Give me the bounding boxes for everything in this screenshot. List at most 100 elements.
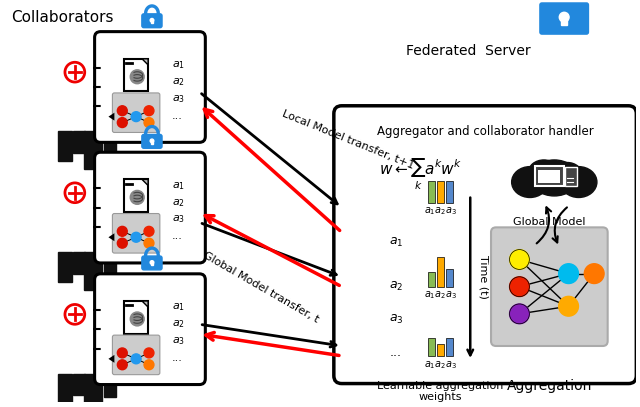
Ellipse shape [511,166,548,197]
Bar [151,261,153,265]
Text: Aggregator and collaborator handler: Aggregator and collaborator handler [377,125,593,138]
Text: $a_3$: $a_3$ [172,214,185,225]
Text: $a_1$: $a_1$ [172,302,185,313]
Bar [73,131,84,153]
Circle shape [144,238,154,248]
Text: Global Model transfer, t: Global Model transfer, t [201,250,320,324]
Bar [73,252,84,274]
Text: $a_3$: $a_3$ [389,313,403,326]
Bar [84,131,102,169]
Text: Collaborators: Collaborators [12,10,114,25]
Circle shape [144,360,154,370]
Circle shape [559,296,579,316]
Bar [446,181,453,203]
Circle shape [509,304,529,324]
FancyBboxPatch shape [334,106,636,383]
FancyBboxPatch shape [124,59,148,92]
Text: $a_3$: $a_3$ [172,93,185,105]
Text: $a_2$: $a_2$ [389,280,403,293]
Bar [437,257,444,287]
Bar [428,338,435,356]
Text: $a_1$: $a_1$ [389,236,403,249]
Circle shape [584,264,604,284]
Text: $a_1a_2a_3$: $a_1a_2a_3$ [424,206,457,217]
Ellipse shape [531,160,578,196]
Circle shape [117,238,127,248]
Text: $a_2$: $a_2$ [172,76,185,88]
Bar [58,374,72,403]
Text: $a_1$: $a_1$ [172,59,185,71]
Text: ...: ... [390,346,402,359]
Bar [104,374,116,397]
Circle shape [117,106,127,116]
Text: ...: ... [172,231,182,241]
Bar [437,344,444,356]
Circle shape [131,312,144,326]
FancyBboxPatch shape [540,3,588,34]
Polygon shape [142,59,148,65]
Bar [151,19,153,23]
Bar [104,131,116,155]
Ellipse shape [552,162,582,187]
Text: Aggregation: Aggregation [507,379,592,392]
Text: $a_2$: $a_2$ [172,197,185,208]
Text: Learnable aggregation
weights: Learnable aggregation weights [378,381,504,402]
Circle shape [144,118,154,127]
FancyBboxPatch shape [124,179,148,212]
FancyBboxPatch shape [142,14,162,28]
Text: $a_2$: $a_2$ [172,318,185,330]
FancyBboxPatch shape [142,134,162,148]
Bar [446,269,453,287]
Circle shape [559,264,579,284]
Ellipse shape [528,160,559,186]
Bar [565,167,577,186]
Polygon shape [142,301,148,307]
Polygon shape [108,355,115,363]
Text: Local Model transfer, t+1: Local Model transfer, t+1 [280,109,415,171]
Circle shape [131,70,144,84]
Bar [104,252,116,276]
FancyBboxPatch shape [95,274,205,385]
Circle shape [144,106,154,116]
Polygon shape [108,233,115,241]
FancyBboxPatch shape [95,152,205,263]
FancyBboxPatch shape [142,256,162,270]
Text: Global Model: Global Model [513,217,586,228]
Bar [84,374,102,407]
Bar [437,181,444,203]
FancyBboxPatch shape [124,301,148,334]
Text: Federated  Server: Federated Server [406,44,531,59]
Circle shape [117,118,127,127]
Circle shape [117,226,127,236]
Text: $w \leftarrow \sum_{k} a^k w^k$: $w \leftarrow \sum_{k} a^k w^k$ [379,158,463,192]
Circle shape [150,18,154,22]
Text: Time (t): Time (t) [478,255,488,299]
Circle shape [150,260,154,264]
Circle shape [117,360,127,370]
Bar [58,131,72,161]
Bar [561,14,567,24]
Text: ...: ... [172,353,182,363]
Text: $a_1a_2a_3$: $a_1a_2a_3$ [424,290,457,302]
Circle shape [150,139,154,142]
Bar [428,272,435,287]
Circle shape [509,277,529,297]
Circle shape [131,112,141,122]
Circle shape [131,232,141,242]
Bar [538,170,560,183]
FancyBboxPatch shape [113,214,160,253]
Text: $a_1a_2a_3$: $a_1a_2a_3$ [424,359,457,371]
Ellipse shape [561,166,597,197]
Circle shape [144,226,154,236]
Circle shape [131,190,144,204]
Bar [73,374,84,396]
Circle shape [117,348,127,358]
Polygon shape [142,179,148,186]
Bar [151,140,153,144]
FancyBboxPatch shape [534,166,564,186]
Circle shape [144,348,154,358]
Circle shape [559,12,569,22]
Text: $a_1$: $a_1$ [172,180,185,192]
Bar [58,252,72,282]
FancyBboxPatch shape [113,335,160,375]
